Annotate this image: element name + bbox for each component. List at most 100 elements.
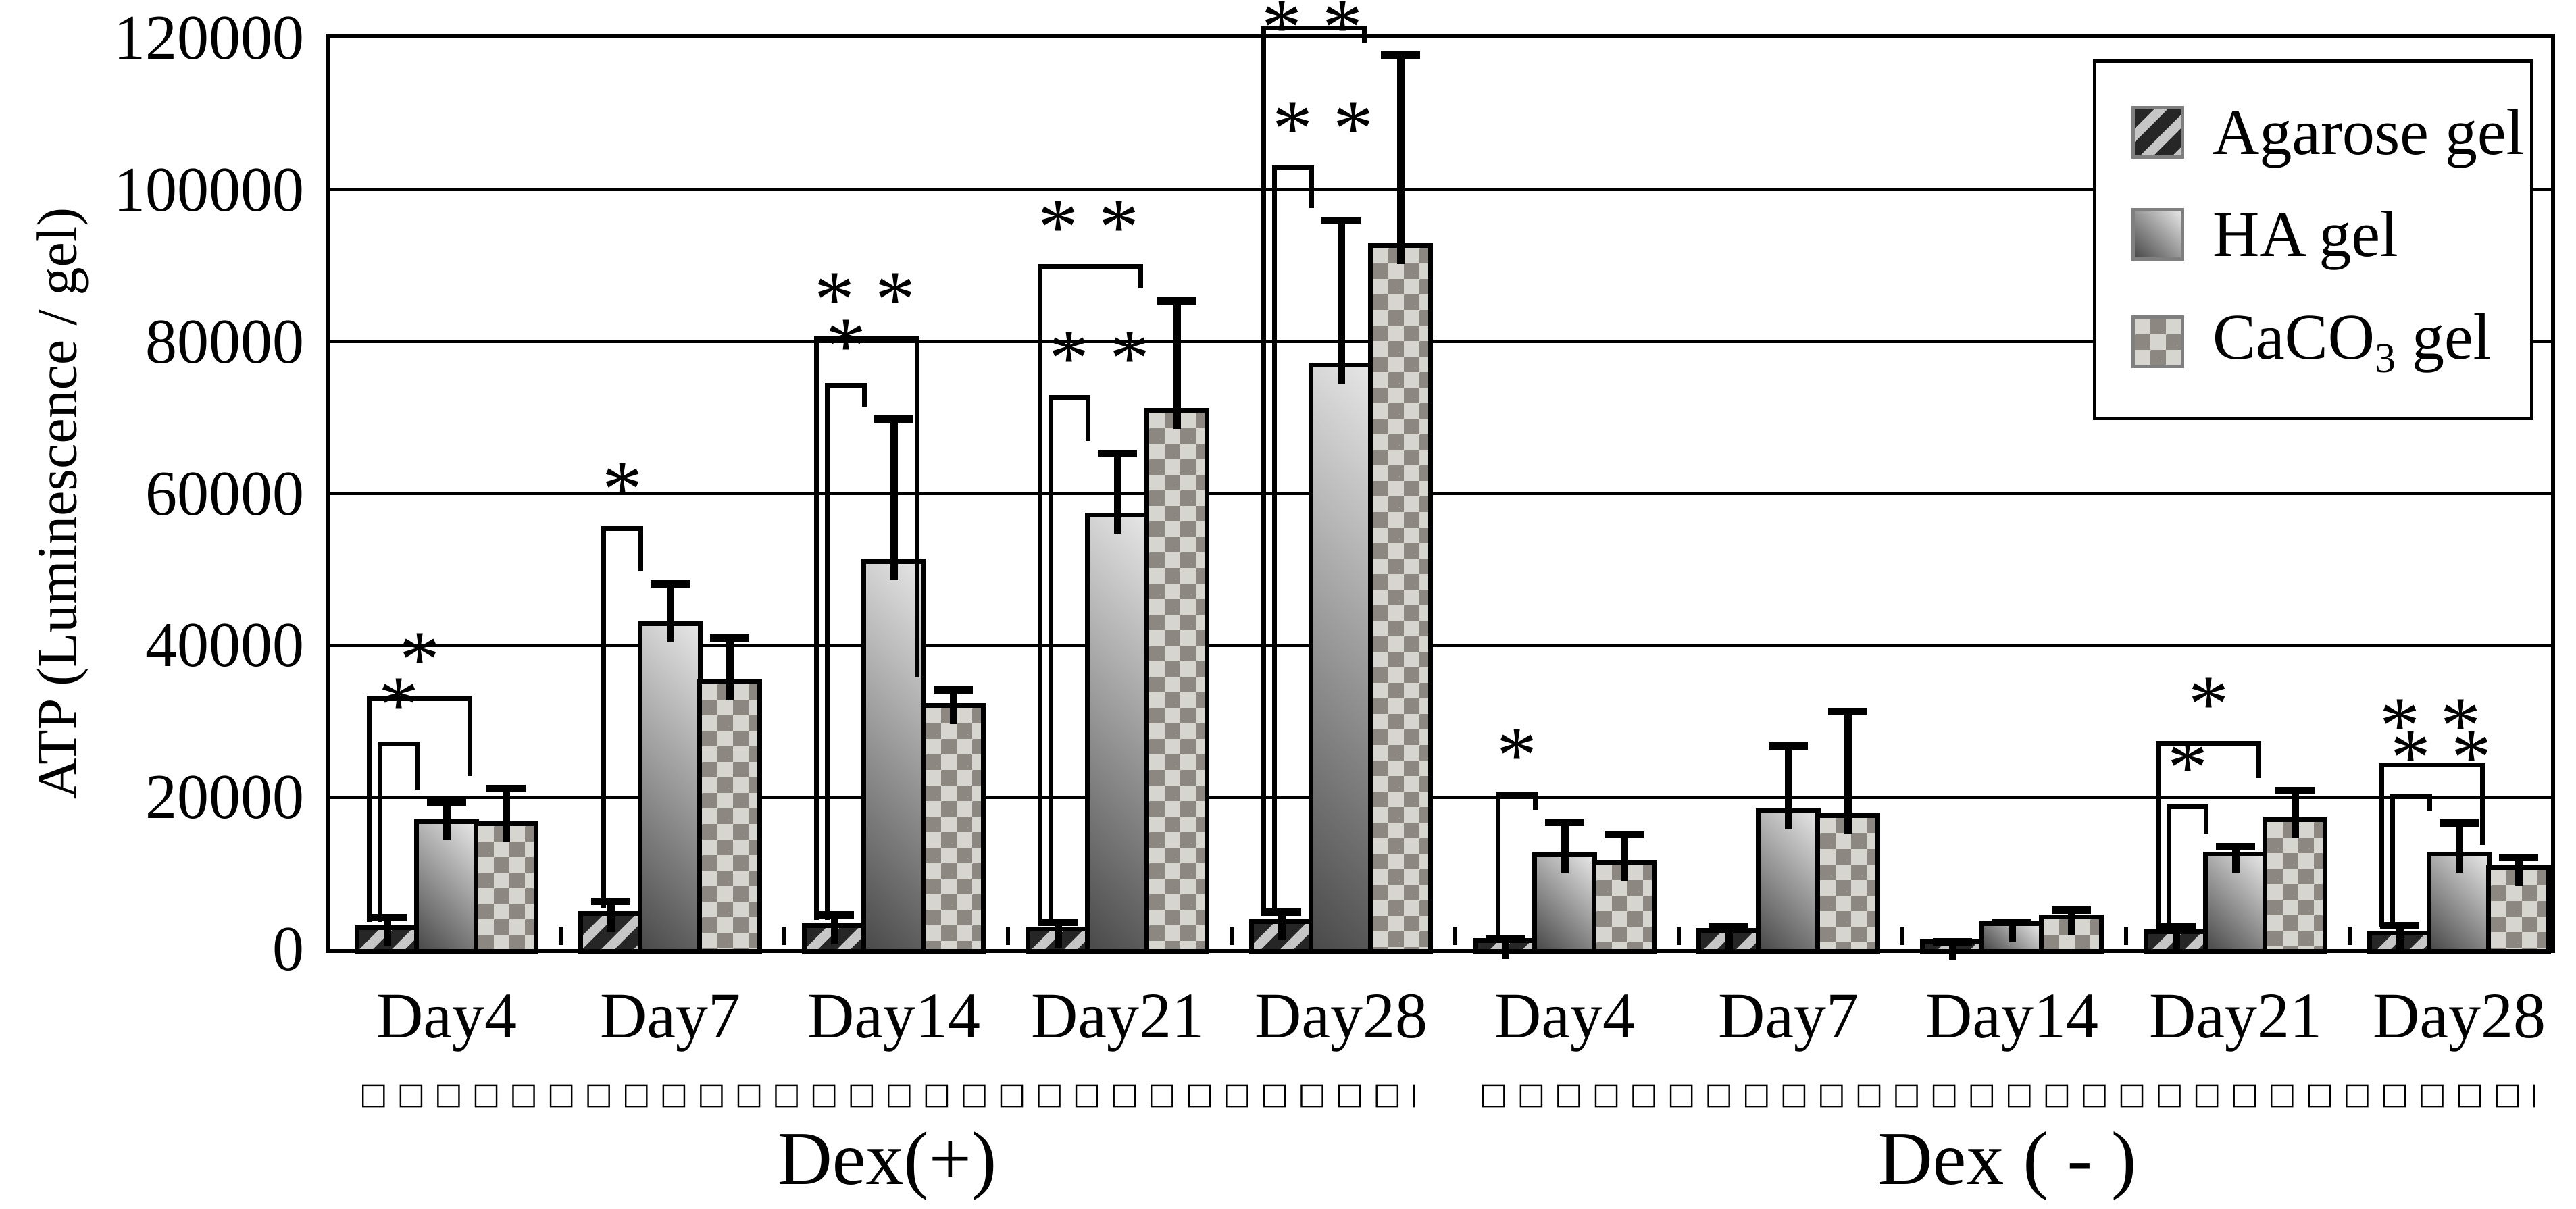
agarose-pattern-swatch (2131, 106, 2184, 159)
bar-caco3-Day21-dexplus (1144, 408, 1209, 954)
sig-bracket-line-Day28-dexminus (2390, 794, 2432, 800)
error-bar-stem-agarose-Day21-dexminus (2172, 926, 2180, 950)
sig-stars-Day28-dexplus: ** (1261, 0, 1383, 72)
sig-bracket-line-Day28-dexplus (1261, 26, 1367, 31)
gridline-20000 (330, 795, 2551, 799)
error-bar-cap-agarose-Day14-dexminus (1933, 937, 1972, 946)
gridline-40000 (330, 643, 2551, 647)
sig-stars-Day7-dexplus: * (602, 444, 642, 534)
y-tick-label-20000: 20000 (145, 762, 304, 833)
error-bar-stem-agarose-Day14-dexplus (830, 915, 838, 944)
day-label-Day14-dexminus: Day14 (1925, 979, 2098, 1052)
error-bar-cap-agarose-Day28-dexplus (1262, 908, 1301, 916)
sig-bracket-line-Day4-dexminus (1496, 792, 1538, 797)
error-bar-stem-ha-Day21-dexminus (2231, 846, 2240, 873)
error-bar-cap-caco3-Day28-dexplus (1381, 51, 1420, 59)
caco3-pattern-swatch (2131, 315, 2184, 369)
error-bar-cap-agarose-Day4-dexminus (1486, 935, 1525, 943)
error-bar-cap-agarose-Day4-dexplus (368, 913, 407, 921)
sig-stars-Day4-dexplus: * (378, 659, 419, 750)
sig-bracket-leg-right-Day7-dexplus (638, 528, 643, 572)
sig-bracket-line-Day28-dexplus (1272, 165, 1314, 171)
sig-bracket-leg-left-Day28-dexplus (1272, 168, 1277, 916)
sig-bracket-leg-right-Day14-dexplus (862, 384, 867, 407)
sig-stars-Day28-dexminus: ** (2379, 679, 2501, 770)
error-bar-cap-ha-Day14-dexplus (874, 415, 913, 423)
sig-bracket-line-Day4-dexplus (378, 742, 420, 747)
dex-minus-separator-band: □□□□□□□□□□□□□□□□□□□□□□□□□□□□□□□□□□□□□□□□… (1480, 1078, 2535, 1111)
error-bar-stem-caco3-Day4-dexminus (1620, 834, 1628, 881)
sig-bracket-leg-right-Day28-dexplus (1309, 168, 1314, 208)
day-label-Day14-dexplus: Day14 (807, 979, 980, 1052)
ha-pattern-swatch (2131, 208, 2184, 261)
error-bar-cap-agarose-Day21-dexminus (2156, 923, 2196, 931)
error-bar-stem-agarose-Day28-dexminus (2396, 925, 2404, 952)
sig-stars-Day4-dexplus: * (399, 614, 440, 704)
gridline-100000 (330, 188, 2551, 192)
sig-bracket-line-Day7-dexplus (601, 526, 643, 532)
y-tick-label-120000: 120000 (113, 3, 304, 73)
day-label-Day21-dexminus: Day21 (2149, 979, 2322, 1052)
y-tick-label-40000: 40000 (145, 610, 304, 681)
sig-bracket-leg-left-Day21-dexminus (2167, 806, 2171, 926)
error-bar-cap-caco3-Day14-dexplus (934, 686, 973, 694)
bar-caco3-Day21-dexminus (2263, 817, 2327, 954)
bar-caco3-Day28-dexplus (1368, 243, 1433, 954)
error-bar-cap-ha-Day21-dexplus (1098, 449, 1137, 457)
category-boundary-tick (782, 927, 786, 945)
error-bar-cap-caco3-Day4-dexminus (1605, 831, 1644, 839)
error-bar-stem-ha-Day4-dexminus (1561, 822, 1569, 873)
day-label-Day7-dexplus: Day7 (600, 979, 740, 1052)
error-bar-stem-ha-Day14-dexplus (890, 419, 898, 581)
bar-ha-Day4-dexplus (414, 819, 479, 954)
error-bar-stem-agarose-Day14-dexminus (1948, 941, 1956, 960)
sig-stars-Day4-dexminus: * (1496, 709, 1537, 800)
sig-bracket-line-Day28-dexminus (2379, 762, 2485, 767)
sig-bracket-leg-left-Day4-dexminus (1496, 794, 1500, 935)
error-bar-stem-ha-Day28-dexplus (1337, 220, 1345, 384)
sig-bracket-leg-right-Day28-dexminus (2480, 764, 2485, 845)
sig-bracket-leg-left-Day14-dexplus (814, 338, 819, 920)
error-bar-cap-agarose-Day28-dexminus (2380, 922, 2419, 930)
error-bar-stem-agarose-Day21-dexplus (1054, 921, 1062, 948)
bar-caco3-Day4-dexplus (474, 821, 538, 954)
error-bar-cap-agarose-Day7-dexminus (1709, 923, 1748, 931)
category-boundary-tick (1676, 927, 1681, 945)
sig-bracket-leg-right-Day4-dexplus (468, 698, 472, 776)
sig-stars-Day21-dexplus: ** (1038, 182, 1159, 272)
error-bar-cap-caco3-Day4-dexplus (486, 784, 526, 792)
sig-bracket-line-Day21-dexplus (1049, 394, 1090, 400)
y-tick-label-100000: 100000 (113, 154, 304, 225)
y-tick-label-80000: 80000 (145, 306, 304, 377)
condition-label-dex-plus: Dex(+) (777, 1117, 997, 1201)
error-bar-stem-caco3-Day14-dexminus (2067, 909, 2075, 936)
error-bar-stem-caco3-Day7-dexplus (726, 638, 734, 700)
gridline-60000 (330, 492, 2551, 495)
error-bar-cap-agarose-Day21-dexplus (1038, 918, 1078, 926)
sig-stars-Day28-dexplus: ** (1272, 83, 1394, 174)
error-bar-cap-ha-Day4-dexminus (1545, 819, 1584, 827)
error-bar-cap-agarose-Day14-dexplus (815, 911, 854, 919)
y-tick-label-60000: 60000 (145, 458, 304, 529)
error-bar-cap-ha-Day14-dexminus (1992, 918, 2031, 926)
bar-ha-Day28-dexplus (1309, 362, 1373, 954)
sig-bracket-line-Day14-dexplus (825, 382, 867, 388)
category-boundary-tick (1005, 927, 1010, 945)
error-bar-cap-agarose-Day7-dexplus (591, 898, 630, 906)
legend-item-caco3: CaCO3 gel (2131, 304, 2530, 380)
error-bar-cap-caco3-Day14-dexminus (2052, 906, 2091, 914)
legend: Agarose gel HA gel CaCO3 gel (2093, 59, 2533, 420)
sig-bracket-leg-left-Day7-dexplus (601, 528, 606, 908)
dex-plus-separator-band: □□□□□□□□□□□□□□□□□□□□□□□□□□□□□□□□□□□□□□□□… (359, 1078, 1415, 1111)
error-bar-cap-ha-Day28-dexminus (2440, 819, 2479, 827)
sig-bracket-line-Day21-dexminus (2167, 804, 2208, 809)
legend-label-ha: HA gel (2213, 198, 2398, 271)
bar-ha-Day7-dexplus (638, 621, 703, 954)
error-bar-stem-agarose-Day4-dexminus (1501, 938, 1509, 959)
sig-bracket-leg-right-Day28-dexminus (2427, 796, 2432, 811)
sig-bracket-leg-right-Day14-dexplus (915, 338, 919, 677)
y-tick-label-0: 0 (272, 914, 304, 984)
error-bar-stem-agarose-Day4-dexplus (383, 917, 391, 946)
bar-caco3-Day7-dexminus (1815, 813, 1880, 954)
category-boundary-tick (1229, 927, 1234, 945)
